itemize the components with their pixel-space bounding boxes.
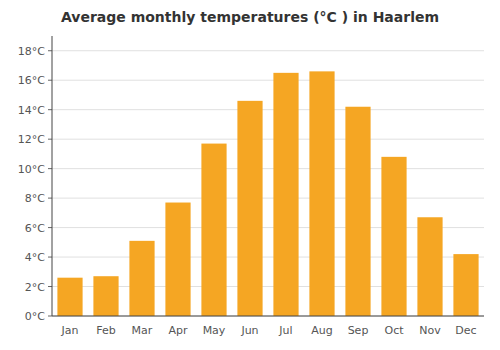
y-tick <box>48 80 52 81</box>
grid <box>52 51 484 316</box>
title: Average monthly temperatures (°C ) in Ha… <box>61 9 439 25</box>
y-tick-label: 14°C <box>18 104 45 117</box>
y-tick <box>48 198 52 199</box>
grid-line <box>52 109 484 110</box>
x-tick-label: Feb <box>96 324 115 337</box>
y-tick-label: 0°C <box>25 310 45 323</box>
y-axis-line <box>52 36 53 316</box>
bar <box>93 276 118 316</box>
x-tick-label: Apr <box>168 324 188 337</box>
bar <box>309 71 334 316</box>
chart-container: Average monthly temperatures (°C ) in Ha… <box>0 0 500 350</box>
y-tick-label: 8°C <box>25 192 45 205</box>
bar <box>129 241 154 316</box>
y-tick <box>48 286 52 287</box>
y-tick <box>48 50 52 51</box>
bars <box>57 71 478 316</box>
bar <box>201 144 226 316</box>
x-tick-label: Jun <box>240 324 258 337</box>
x-tick-label: May <box>203 324 226 337</box>
x-tick-label: Mar <box>132 324 153 337</box>
y-tick-label: 2°C <box>25 281 45 294</box>
grid-line <box>52 198 484 199</box>
x-tick-label: Oct <box>384 324 404 337</box>
y-tick-label: 4°C <box>25 251 45 264</box>
x-tick-label: Aug <box>311 324 332 337</box>
bar <box>237 101 262 316</box>
x-axis-line <box>52 316 484 317</box>
x-axis: Jan Feb Mar Apr May Jun Jul Aug Sep Oct Nov Dec <box>61 324 477 337</box>
bar <box>165 203 190 316</box>
y-tick-label: 12°C <box>18 133 45 146</box>
y-tick <box>48 168 52 169</box>
x-tick-label: Sep <box>348 324 369 337</box>
y-tick-label: 18°C <box>18 45 45 58</box>
y-tick-label: 6°C <box>25 222 45 235</box>
bar <box>273 73 298 316</box>
chart: Average monthly temperatures (°C ) in Ha… <box>0 0 500 350</box>
grid-line <box>52 139 484 140</box>
x-tick-label: Nov <box>419 324 441 337</box>
grid-line <box>52 316 484 317</box>
bar <box>381 157 406 316</box>
y-tick-label: 10°C <box>18 163 45 176</box>
grid-line <box>52 50 484 51</box>
bar <box>453 254 478 316</box>
bar <box>345 107 370 316</box>
y-tick <box>48 109 52 110</box>
grid-line <box>52 168 484 169</box>
y-axis: 0°C 2°C 4°C 6°C 8°C 10°C 12°C 14°C 16°C 18°C <box>18 45 52 323</box>
bar <box>57 278 82 316</box>
y-tick <box>48 257 52 258</box>
y-tick <box>48 227 52 228</box>
x-tick-label: Dec <box>455 324 476 337</box>
x-tick-label: Jan <box>61 324 79 337</box>
y-tick <box>48 139 52 140</box>
x-tick-label: Jul <box>278 324 292 337</box>
bar <box>417 217 442 316</box>
y-tick <box>48 316 52 317</box>
grid-line <box>52 80 484 81</box>
y-tick-label: 16°C <box>18 74 45 87</box>
